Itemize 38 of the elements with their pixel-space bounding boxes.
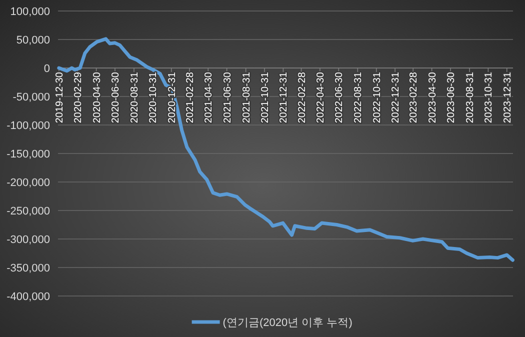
x-tick-label: 2022-02-28 bbox=[296, 72, 308, 124]
x-tick-label: 2020-02-29 bbox=[73, 72, 84, 124]
x-tick-label: 2019-12-30 bbox=[54, 72, 66, 124]
x-tick-label: 2020-12-31 bbox=[166, 72, 178, 124]
x-tick-label: 2023-12-31 bbox=[502, 72, 514, 124]
x-tick-label: 2021-08-31 bbox=[241, 72, 252, 124]
x-tick-label: 2023-02-28 bbox=[408, 72, 420, 124]
legend-label: (연기금(2020년 이후 누적) bbox=[222, 317, 352, 329]
x-tick-label: 2023-10-31 bbox=[484, 72, 495, 124]
y-tick-label: 100,000 bbox=[10, 6, 50, 18]
y-tick-label: -200,000 bbox=[6, 177, 50, 189]
x-tick-label: 2023-06-30 bbox=[446, 72, 457, 124]
x-tick-label: 2020-06-30 bbox=[110, 72, 122, 124]
x-tick-label: 2020-10-31 bbox=[148, 72, 160, 124]
x-tick-label: 2020-04-30 bbox=[92, 72, 103, 124]
y-tick-label: -50,000 bbox=[12, 92, 50, 104]
x-tick-label: 2023-08-31 bbox=[464, 72, 476, 124]
x-tick-label: 2020-08-31 bbox=[129, 72, 140, 124]
x-tick-label: 2021-06-30 bbox=[222, 72, 234, 124]
x-tick-label: 2022-10-31 bbox=[372, 72, 383, 124]
x-tick-label: 2021-10-31 bbox=[260, 72, 272, 124]
y-tick-label: -300,000 bbox=[6, 234, 50, 246]
x-tick-label: 2023-04-30 bbox=[427, 72, 438, 124]
y-tick-label: 50,000 bbox=[16, 34, 50, 46]
x-tick-label: 2021-12-31 bbox=[278, 72, 290, 124]
legend: (연기금(2020년 이후 누적) bbox=[192, 317, 352, 329]
y-tick-label: -350,000 bbox=[6, 262, 50, 274]
y-tick-label: 0 bbox=[44, 63, 50, 75]
x-tick-label: 2022-06-30 bbox=[334, 72, 346, 124]
y-tick-label: -400,000 bbox=[6, 291, 50, 303]
x-tick-label: 2022-12-31 bbox=[390, 72, 402, 124]
x-tick-label: 2022-08-31 bbox=[353, 72, 364, 124]
y-tick-label: -250,000 bbox=[6, 206, 50, 218]
y-tick-label: -100,000 bbox=[6, 120, 50, 132]
x-tick-label: 2022-04-30 bbox=[315, 72, 326, 124]
x-tick-label: 2021-02-28 bbox=[184, 72, 196, 124]
y-tick-label: -150,000 bbox=[6, 148, 50, 160]
x-tick-label: 2021-04-30 bbox=[204, 72, 215, 124]
